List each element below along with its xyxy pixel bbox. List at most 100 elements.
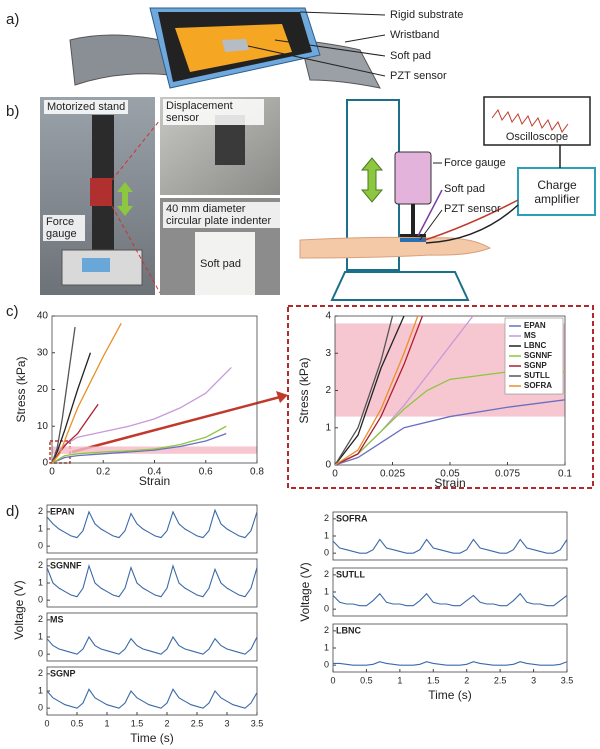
- y-axis-label: Stress (kPa): [14, 356, 28, 422]
- series-line: [47, 635, 257, 655]
- x-tick-label: 0: [44, 718, 49, 728]
- series-line: [52, 432, 227, 463]
- y-tick-label: 30: [37, 347, 49, 358]
- y-tick-label: 1: [325, 422, 331, 433]
- chart-title: EPAN: [50, 506, 74, 516]
- x-tick-label: 2.5: [191, 718, 204, 728]
- motion-arrow: [117, 182, 133, 216]
- x-tick-label: 2: [164, 718, 169, 728]
- x-tick-label: 0: [330, 675, 335, 685]
- y-tick-label: 0: [324, 604, 329, 614]
- y-tick-label: 0: [38, 649, 43, 659]
- y-tick-label: 0: [38, 541, 43, 551]
- legend-label: EPAN: [524, 321, 546, 330]
- y-tick-label: 1: [38, 577, 43, 587]
- chart-title: SOFRA: [336, 513, 368, 523]
- plot-frame: [46, 666, 258, 716]
- zoom-line: [111, 119, 161, 181]
- callout: Force gauge: [444, 157, 506, 169]
- y-tick-label: 40: [37, 311, 49, 322]
- series-line: [52, 352, 92, 463]
- legend-label: SGNNF: [524, 351, 552, 360]
- y-tick-label: 0: [42, 458, 48, 469]
- x-tick-label: 0.05: [440, 469, 460, 480]
- indenter: [400, 234, 426, 238]
- callout: Rigid substrate: [390, 9, 463, 21]
- photo-label: Displacement sensor: [163, 99, 264, 125]
- x-tick-label: 1: [104, 718, 109, 728]
- series-line: [335, 316, 419, 465]
- oscilloscope: [483, 96, 591, 146]
- series-line: [335, 399, 565, 465]
- y-tick-label: 1: [324, 530, 329, 540]
- y-tick-label: 0: [324, 548, 329, 558]
- x-tick-label: 1: [397, 675, 402, 685]
- zoom-arrow: [71, 395, 281, 454]
- y-tick-label: 2: [325, 385, 331, 396]
- panel-label: c): [6, 303, 19, 320]
- legend-label: MS: [524, 331, 537, 340]
- chart-title: SGNP: [50, 668, 76, 678]
- y-tick-label: 0: [38, 703, 43, 713]
- charge-amplifier: [517, 167, 596, 216]
- x-tick-label: 0.8: [250, 467, 264, 478]
- force-gauge: [394, 151, 432, 205]
- x-tick-label: 3: [224, 718, 229, 728]
- x-tick-label: 0: [49, 467, 55, 478]
- chart-title: LBNC: [336, 625, 361, 635]
- series-line: [333, 538, 567, 554]
- leader-line: [274, 39, 386, 57]
- y-tick-label: 0: [324, 660, 329, 670]
- legend-label: SOFRA: [524, 381, 552, 390]
- leader-line: [344, 34, 386, 43]
- wire: [424, 199, 519, 241]
- photo-label: 40 mm diameter circular plate indenter: [163, 202, 281, 228]
- zoom-arrow-head: [276, 391, 288, 403]
- series-line: [47, 563, 257, 598]
- x-axis-label: Strain: [434, 476, 465, 490]
- y-tick-label: 2: [38, 560, 43, 570]
- callout: Soft pad: [444, 183, 485, 195]
- plot-frame: [332, 567, 568, 617]
- plot-frame: [46, 612, 258, 662]
- wire: [425, 204, 519, 244]
- gauge-shaft: [411, 204, 415, 234]
- plot-frame: [51, 315, 258, 464]
- pzt-sensor: [222, 39, 249, 52]
- y-axis-label: Stress (kPa): [297, 357, 311, 423]
- y-tick-label: 0: [38, 595, 43, 605]
- x-tick-label: 0: [332, 469, 338, 480]
- force-gauge-photo: [90, 178, 112, 206]
- zoom-line: [111, 205, 161, 294]
- series-line: [52, 326, 76, 463]
- stand-display: [82, 258, 110, 272]
- x-tick-label: 0.4: [148, 467, 162, 478]
- x-axis-label: Strain: [139, 474, 170, 488]
- x-tick-label: 0.5: [360, 675, 373, 685]
- legend-label: SUTLL: [524, 371, 550, 380]
- photo-label: Force gauge: [43, 215, 85, 241]
- y-axis-label: Voltage (V): [12, 580, 26, 639]
- x-tick-label: 2: [464, 675, 469, 685]
- legend-label: SGNP: [524, 361, 547, 370]
- callout: PZT sensor: [390, 70, 447, 82]
- plot-frame: [46, 504, 258, 554]
- panel-label: d): [6, 503, 19, 520]
- series-line: [52, 425, 227, 463]
- y-tick-label: 1: [324, 642, 329, 652]
- y-tick-label: 2: [324, 625, 329, 635]
- x-tick-label: 1.5: [131, 718, 144, 728]
- soft-pad-photo: [195, 232, 255, 295]
- y-tick-label: 2: [324, 569, 329, 579]
- y-tick-label: 2: [324, 513, 329, 523]
- y-axis-label: Voltage (V): [298, 562, 312, 621]
- y-tick-label: 3: [325, 348, 331, 359]
- panel-label: b): [6, 103, 19, 120]
- y-tick-label: 1: [38, 685, 43, 695]
- waveform-icon: [491, 108, 569, 134]
- photo-label: Soft pad: [200, 258, 241, 270]
- y-tick-label: 2: [38, 668, 43, 678]
- series-line: [335, 371, 565, 465]
- y-tick-label: 1: [38, 523, 43, 533]
